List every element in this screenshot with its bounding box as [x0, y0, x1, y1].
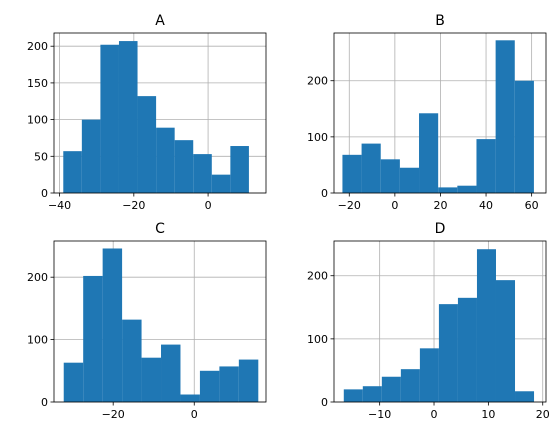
x-tick-label: −20 [122, 199, 145, 212]
histogram-bar [102, 248, 123, 402]
histogram-bar [118, 41, 138, 193]
y-tick-label: 200 [307, 75, 328, 88]
histogram-bar [342, 154, 362, 193]
axes-frame [333, 240, 547, 403]
histogram-bar [238, 359, 259, 402]
y-tick-label: 150 [27, 77, 48, 90]
histogram-bar [476, 249, 496, 402]
x-tick-label: 0 [191, 408, 198, 421]
histogram-bar [457, 297, 477, 402]
x-tick-label: −20 [338, 199, 361, 212]
axes-frame [53, 32, 267, 194]
x-tick-label: 0 [205, 199, 212, 212]
y-tick-label: 100 [307, 131, 328, 144]
histogram-bar [83, 275, 103, 402]
x-tick-label: 0 [391, 199, 398, 212]
histogram-bar [193, 154, 212, 193]
histogram-bar [380, 159, 400, 193]
subplot-title: D [435, 221, 446, 237]
histogram-bar [495, 280, 516, 402]
histogram-bar [495, 40, 515, 193]
y-tick-label: 200 [27, 271, 48, 284]
histogram-bar [63, 151, 82, 193]
histogram-bar [211, 174, 231, 193]
x-tick-label: 40 [479, 199, 493, 212]
subplot-title: C [155, 221, 165, 237]
x-tick-label: −10 [368, 408, 391, 421]
y-tick-label: 100 [307, 333, 328, 346]
y-tick-label: 100 [27, 114, 48, 127]
histogram-bar [419, 113, 439, 193]
histogram-bar [81, 119, 101, 193]
histogram-bar [156, 127, 175, 193]
histogram-bar [122, 319, 142, 402]
y-tick-label: 0 [321, 396, 328, 409]
y-tick-label: 50 [34, 150, 48, 163]
histogram-bar [476, 139, 496, 193]
x-tick-label: 0 [431, 408, 438, 421]
histogram-bar [400, 369, 420, 402]
histogram-bar [515, 391, 535, 402]
y-tick-label: 0 [41, 187, 48, 200]
histogram-bar [141, 357, 162, 402]
histogram-bar [438, 304, 458, 402]
histogram-bar [174, 140, 194, 193]
histogram-bar [180, 394, 200, 402]
histogram-bar [361, 143, 381, 193]
histogram-bar [219, 366, 239, 402]
x-tick-label: 10 [481, 408, 495, 421]
histogram-bar [362, 386, 382, 402]
x-tick-label: −20 [102, 408, 125, 421]
x-tick-label: 20 [536, 408, 550, 421]
histogram-bar [100, 44, 119, 193]
histogram-bar [457, 185, 477, 193]
y-tick-label: 200 [27, 40, 48, 53]
histogram-bar [63, 362, 84, 402]
histogram-bar [343, 389, 363, 402]
axes-frame [53, 240, 267, 403]
histogram-bar [381, 376, 401, 402]
y-tick-label: 200 [307, 270, 328, 283]
histogram-bar [199, 370, 220, 402]
histogram-bar [438, 187, 458, 193]
subplot-b: −20 0 20 40 60 0 100 200 B [307, 13, 547, 212]
subplot-title: B [435, 13, 445, 29]
histogram-bar [230, 146, 249, 193]
histogram-bar [137, 96, 157, 193]
x-tick-label: −40 [48, 199, 71, 212]
histogram-bar [399, 167, 420, 193]
y-tick-label: 100 [27, 334, 48, 347]
axes-frame [333, 32, 547, 194]
y-tick-label: 0 [41, 396, 48, 409]
subplot-c: −20 0 0 100 200 C [27, 221, 267, 421]
histogram-bar [419, 348, 439, 402]
x-tick-label: 20 [433, 199, 447, 212]
subplot-title: A [155, 13, 165, 29]
x-tick-label: 60 [525, 199, 539, 212]
histogram-bar [514, 80, 534, 193]
histogram-bar [161, 344, 181, 402]
y-tick-label: 0 [321, 187, 328, 200]
subplot-a: −40 −20 0 0 50 100 150 200 A [27, 13, 267, 212]
